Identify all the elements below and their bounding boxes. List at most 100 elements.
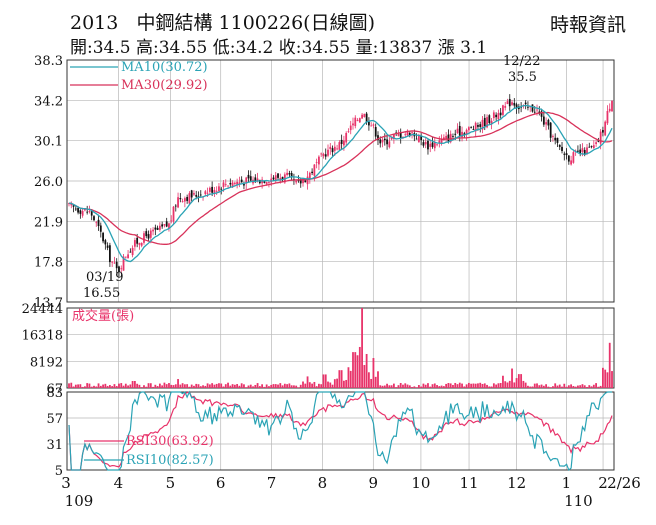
candle-body [461,131,463,138]
volume-bar [597,386,600,388]
chart-period: (日線圖) [303,12,375,34]
volume-tick-label: 67 [46,382,63,397]
candle-body [497,113,500,120]
candle-body [374,126,377,137]
volume-bar [88,383,91,388]
candle-body [322,153,325,157]
candle-body [170,220,173,222]
volume-bar [211,383,214,388]
volume-bar [547,386,550,388]
candle-body [147,234,150,239]
volume-bar [224,384,227,388]
candle-body [458,125,461,136]
low-annotation-date: 03/19 [86,270,123,285]
volume-bar [352,352,354,388]
volume-bar [90,386,93,388]
candle-body [390,136,393,140]
volume-bar [336,378,338,388]
candle-body [388,141,391,148]
x-tick-label: 4 [114,474,124,492]
candle-body [136,237,139,244]
candle-body [586,147,588,154]
volume-bar [413,386,416,388]
volume-bar [152,386,154,388]
volume-bar [215,383,218,388]
volume-bar [452,384,454,388]
candle-body [595,142,597,144]
volume-bar [436,385,438,388]
volume-bar [295,385,298,388]
candle-body [474,122,477,132]
volume-bar [281,385,284,388]
candle-body [583,149,586,155]
candle-body [240,179,243,183]
volume-bar [238,385,241,388]
candle-body [152,229,154,232]
volume-bar [74,384,77,388]
volume-bar [506,382,509,388]
candle-body [333,146,336,151]
candle-body [313,164,316,176]
candle-body [318,156,320,165]
candle-body [229,182,232,185]
volume-bar [402,384,404,388]
volume-bar [261,384,264,388]
volume-bar [149,383,152,388]
candle-body [549,122,552,138]
volume-bar [140,387,143,388]
volume-bar [374,376,377,388]
volume-bar [370,378,373,388]
candle-body [197,196,200,198]
candle-body [486,117,488,128]
volume-bar [602,367,604,388]
stock-code: 2013 [70,12,119,34]
candle-body [186,197,189,201]
volume-bar [540,384,543,388]
volume-label: 成交量(張) [72,308,134,324]
volume-bar [440,385,443,388]
candle-body [222,182,225,188]
candle-body [438,140,441,144]
volume-bar [549,387,552,388]
candle-body [363,113,366,117]
candle-body [445,135,448,139]
rsi10-line [68,390,612,471]
volume-bar [174,384,177,388]
candle-body [411,132,413,134]
candle-body [179,198,182,200]
volume-bar [195,383,198,388]
candle-body [140,243,143,246]
candle-body [511,102,513,105]
volume-bar [343,380,345,388]
volume-bar [386,383,388,388]
volume-bar [286,384,289,388]
data-source: 時報資訊 [549,14,626,36]
candle-body [127,254,129,259]
volume-bar [86,383,89,388]
candle-body [406,130,409,136]
volume-bar [347,367,350,388]
volume-bar [427,383,429,388]
chart-date: 1100226 [218,12,304,34]
volume-tick-label: 16318 [22,329,63,344]
volume-bar [588,385,591,388]
volume-bar [181,383,184,388]
x-tick-sublabel: 109 [65,492,94,510]
candle-body [408,132,411,136]
candle-body [536,109,538,111]
volume-bar [417,385,420,388]
price-tick-label: 21.9 [34,215,63,230]
volume-bar [497,383,500,388]
volume-bar [93,385,95,388]
volume-bars [68,308,613,388]
volume-bar [395,387,398,388]
candle-body [286,172,289,175]
candle-body [161,224,164,227]
volume-bar [552,386,554,388]
price-tick-label: 38.3 [34,54,63,69]
volume-bar [470,383,473,388]
ma10-legend-label: MA10(30.72) [121,60,208,75]
volume-bar [404,383,407,388]
volume-bar [272,384,275,388]
volume-bar [124,383,127,388]
